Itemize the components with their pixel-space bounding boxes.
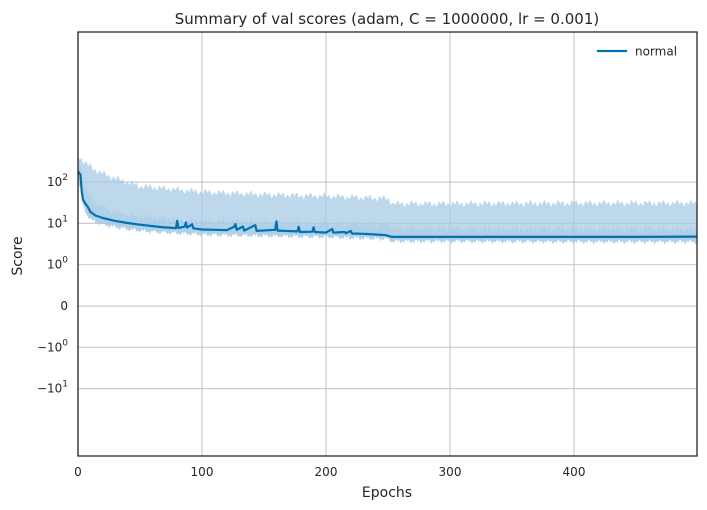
y-tick-label: −100 (37, 338, 68, 354)
y-tick-label: 101 (47, 214, 68, 230)
plot-series (78, 154, 697, 245)
grid (77, 32, 697, 456)
y-tick-label: 0 (60, 299, 68, 313)
legend: normal (597, 45, 677, 59)
plot-area: 0 100 200 300 400 102 101 100 0 −100 −101 normal (37, 31, 698, 479)
y-tick-label: 100 (47, 256, 68, 272)
x-tick-label: 400 (563, 465, 586, 479)
x-tick-label: 0 (74, 465, 82, 479)
y-tick-label: −101 (37, 380, 68, 396)
chart-title: Summary of val scores (adam, C = 1000000… (175, 10, 599, 28)
series-line-normal (78, 170, 697, 238)
x-tick-label: 200 (315, 465, 338, 479)
legend-label-normal: normal (635, 45, 677, 59)
x-tick-label: 100 (191, 465, 214, 479)
x-axis-label: Epochs (362, 485, 412, 501)
y-axis-label: Score (10, 236, 26, 275)
plot-frame (77, 31, 698, 457)
y-tick-label: 102 (47, 173, 68, 189)
x-tick-label: 300 (439, 465, 462, 479)
inner-range-band (78, 162, 697, 245)
